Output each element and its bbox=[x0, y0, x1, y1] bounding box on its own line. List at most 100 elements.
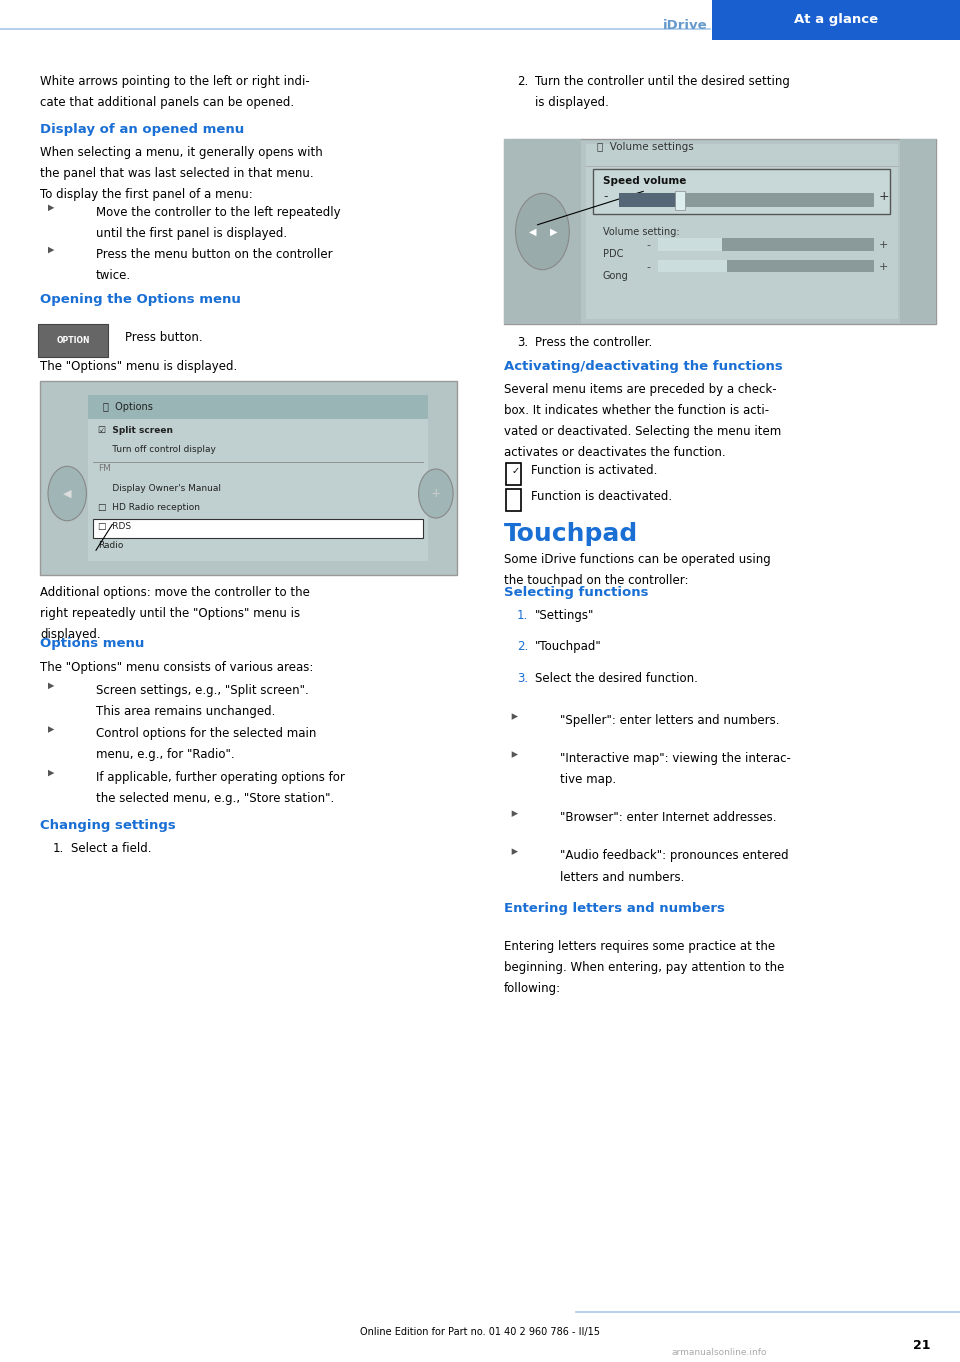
FancyBboxPatch shape bbox=[619, 193, 874, 207]
Text: +: + bbox=[430, 488, 442, 500]
Text: Turn the controller until the desired setting: Turn the controller until the desired se… bbox=[535, 75, 789, 89]
Text: "Interactive map": viewing the interac-: "Interactive map": viewing the interac- bbox=[560, 752, 790, 765]
Text: displayed.: displayed. bbox=[40, 628, 101, 642]
FancyBboxPatch shape bbox=[761, 238, 874, 251]
Text: Options menu: Options menu bbox=[40, 637, 145, 651]
FancyBboxPatch shape bbox=[504, 139, 936, 324]
Text: iDrive: iDrive bbox=[663, 19, 708, 33]
Text: Online Edition for Part no. 01 40 2 960 786 - II/15: Online Edition for Part no. 01 40 2 960 … bbox=[360, 1327, 600, 1336]
Text: Speed volume: Speed volume bbox=[603, 176, 686, 185]
FancyBboxPatch shape bbox=[40, 381, 457, 575]
Polygon shape bbox=[512, 849, 518, 855]
FancyBboxPatch shape bbox=[504, 139, 581, 324]
Polygon shape bbox=[512, 714, 518, 719]
FancyBboxPatch shape bbox=[506, 489, 521, 511]
Text: +: + bbox=[878, 262, 888, 272]
FancyBboxPatch shape bbox=[506, 463, 521, 485]
Text: 1.: 1. bbox=[53, 842, 64, 855]
Text: box. It indicates whether the function is acti-: box. It indicates whether the function i… bbox=[504, 403, 769, 417]
Text: 3.: 3. bbox=[516, 671, 528, 685]
Text: Entering letters and numbers: Entering letters and numbers bbox=[504, 902, 725, 915]
Text: Press the controller.: Press the controller. bbox=[535, 336, 652, 350]
Text: Display Owner's Manual: Display Owner's Manual bbox=[98, 484, 221, 493]
Circle shape bbox=[419, 469, 453, 518]
Text: To display the first panel of a menu:: To display the first panel of a menu: bbox=[40, 188, 253, 202]
Text: When selecting a menu, it generally opens with: When selecting a menu, it generally open… bbox=[40, 146, 324, 159]
FancyBboxPatch shape bbox=[658, 260, 874, 272]
Text: +: + bbox=[878, 189, 889, 203]
Text: Volume setting:: Volume setting: bbox=[603, 227, 680, 237]
Text: □  RDS: □ RDS bbox=[98, 522, 132, 531]
Text: Function is activated.: Function is activated. bbox=[531, 464, 658, 478]
FancyBboxPatch shape bbox=[93, 519, 423, 538]
Text: 2.: 2. bbox=[516, 75, 528, 89]
FancyBboxPatch shape bbox=[765, 260, 874, 272]
Circle shape bbox=[48, 466, 86, 520]
Text: "Speller": enter letters and numbers.: "Speller": enter letters and numbers. bbox=[560, 714, 780, 727]
Text: +: + bbox=[878, 240, 888, 251]
Text: ☑  Split screen: ☑ Split screen bbox=[98, 426, 173, 436]
Text: "Browser": enter Internet addresses.: "Browser": enter Internet addresses. bbox=[560, 812, 777, 824]
FancyBboxPatch shape bbox=[88, 395, 428, 419]
Text: ◀: ◀ bbox=[63, 489, 71, 498]
FancyBboxPatch shape bbox=[712, 0, 960, 39]
FancyBboxPatch shape bbox=[658, 238, 874, 251]
Text: At a glance: At a glance bbox=[794, 14, 878, 26]
Polygon shape bbox=[48, 204, 55, 211]
Text: tive map.: tive map. bbox=[560, 774, 615, 786]
FancyBboxPatch shape bbox=[900, 139, 936, 324]
Text: Selecting functions: Selecting functions bbox=[504, 586, 649, 599]
Text: Additional options: move the controller to the: Additional options: move the controller … bbox=[40, 586, 310, 599]
Text: This area remains unchanged.: This area remains unchanged. bbox=[96, 706, 276, 718]
Text: Function is deactivated.: Function is deactivated. bbox=[531, 490, 672, 504]
FancyBboxPatch shape bbox=[586, 144, 898, 319]
Text: Activating/deactivating the functions: Activating/deactivating the functions bbox=[504, 360, 782, 373]
Text: The "Options" menu consists of various areas:: The "Options" menu consists of various a… bbox=[40, 661, 314, 674]
Text: is displayed.: is displayed. bbox=[535, 95, 609, 109]
Text: Screen settings, e.g., "Split screen".: Screen settings, e.g., "Split screen". bbox=[96, 684, 309, 697]
Polygon shape bbox=[48, 770, 55, 776]
Text: Move the controller to the left repeatedly: Move the controller to the left repeated… bbox=[96, 206, 341, 219]
Text: The "Options" menu is displayed.: The "Options" menu is displayed. bbox=[40, 360, 237, 373]
Polygon shape bbox=[48, 726, 55, 733]
Text: -: - bbox=[646, 262, 650, 272]
FancyBboxPatch shape bbox=[593, 169, 890, 214]
Text: -: - bbox=[646, 240, 650, 251]
Text: the touchpad on the controller:: the touchpad on the controller: bbox=[504, 575, 688, 587]
Text: Display of an opened menu: Display of an opened menu bbox=[40, 123, 245, 136]
Text: -: - bbox=[603, 189, 608, 203]
Text: activates or deactivates the function.: activates or deactivates the function. bbox=[504, 447, 726, 459]
Text: 3.: 3. bbox=[516, 336, 528, 350]
FancyBboxPatch shape bbox=[619, 193, 683, 207]
Text: Changing settings: Changing settings bbox=[40, 819, 176, 832]
Text: "Audio feedback": pronounces entered: "Audio feedback": pronounces entered bbox=[560, 850, 788, 862]
Text: Gong: Gong bbox=[603, 271, 629, 281]
FancyBboxPatch shape bbox=[658, 260, 727, 272]
Text: 1.: 1. bbox=[516, 609, 528, 622]
Text: Radio: Radio bbox=[98, 541, 123, 550]
Text: PDC: PDC bbox=[603, 249, 623, 259]
Text: right repeatedly until the "Options" menu is: right repeatedly until the "Options" men… bbox=[40, 607, 300, 620]
Text: menu, e.g., for "Radio".: menu, e.g., for "Radio". bbox=[96, 749, 234, 761]
FancyBboxPatch shape bbox=[38, 324, 108, 357]
Polygon shape bbox=[48, 682, 55, 689]
Text: Press button.: Press button. bbox=[125, 331, 203, 345]
Polygon shape bbox=[512, 810, 518, 817]
Text: Control options for the selected main: Control options for the selected main bbox=[96, 727, 317, 741]
Text: ✓: ✓ bbox=[512, 466, 519, 475]
Text: ⌛  Volume settings: ⌛ Volume settings bbox=[597, 142, 694, 153]
Text: Turn off control display: Turn off control display bbox=[98, 445, 216, 455]
Text: letters and numbers.: letters and numbers. bbox=[560, 870, 684, 884]
Text: 2.: 2. bbox=[516, 640, 528, 654]
Text: armanualsonline.info: armanualsonline.info bbox=[672, 1348, 767, 1358]
FancyBboxPatch shape bbox=[658, 238, 722, 251]
Circle shape bbox=[516, 193, 569, 270]
Text: FM: FM bbox=[98, 464, 110, 474]
Text: ⌛  Options: ⌛ Options bbox=[103, 402, 153, 413]
Text: the selected menu, e.g., "Store station".: the selected menu, e.g., "Store station"… bbox=[96, 793, 334, 805]
Text: □  HD Radio reception: □ HD Radio reception bbox=[98, 503, 200, 512]
Polygon shape bbox=[512, 752, 518, 757]
Text: Press the menu button on the controller: Press the menu button on the controller bbox=[96, 248, 332, 262]
FancyBboxPatch shape bbox=[88, 395, 428, 561]
Text: White arrows pointing to the left or right indi-: White arrows pointing to the left or rig… bbox=[40, 75, 310, 89]
